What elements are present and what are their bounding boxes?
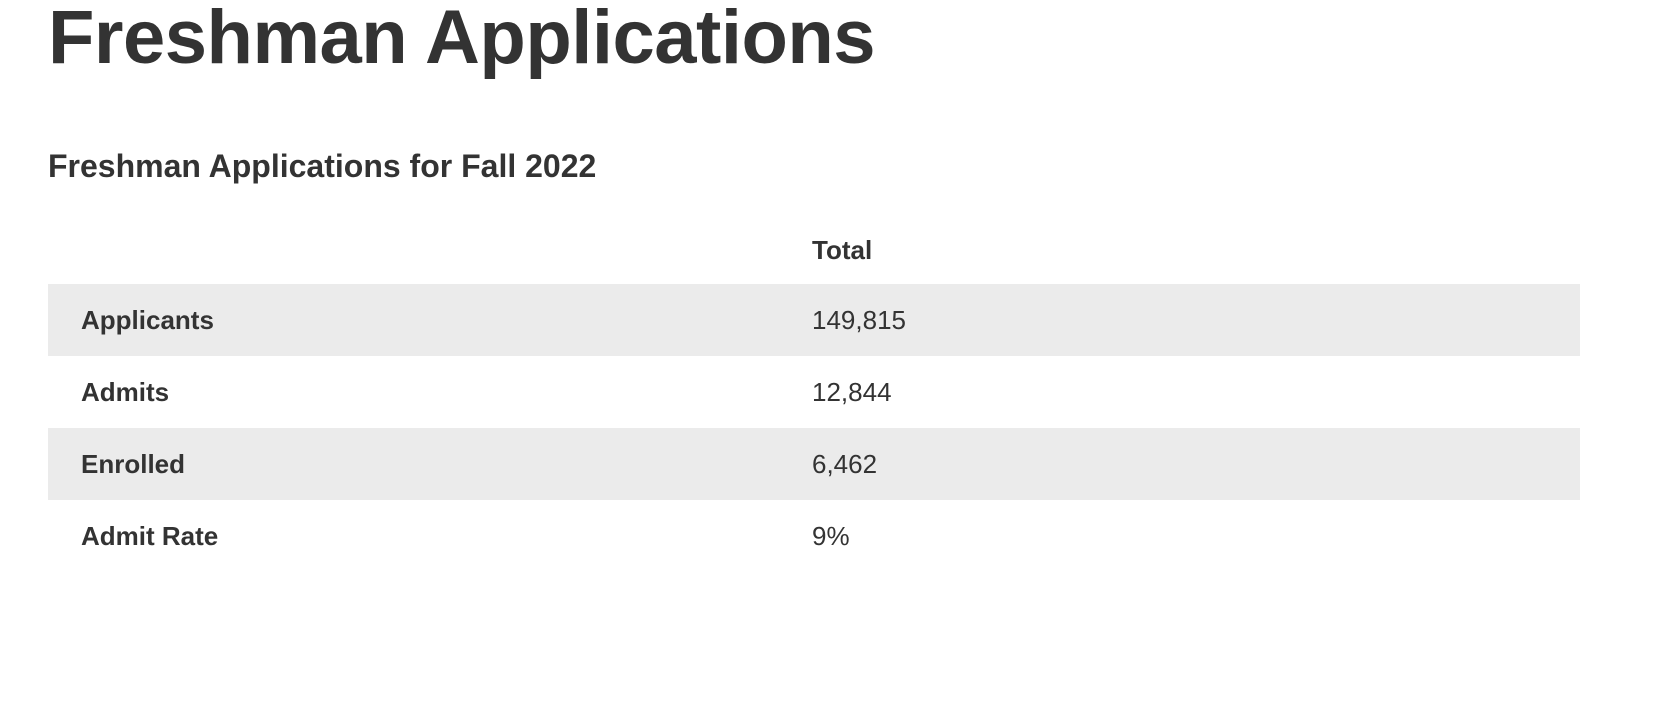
row-label: Applicants: [81, 304, 214, 335]
row-label: Admits: [81, 376, 170, 407]
table-row: Admits 12,844: [48, 356, 1580, 428]
cell-value: 149,815: [812, 304, 906, 335]
header-row: Total: [48, 216, 1580, 284]
cell-value: 9%: [812, 520, 850, 551]
cell-value: 12,844: [812, 376, 892, 407]
cell-value: 6,462: [812, 448, 878, 479]
row-label: Admit Rate: [81, 520, 219, 551]
table-head: Total: [48, 216, 1580, 284]
table-body: Applicants 149,815 Admits 12,844 Enrolled 6,4…: [48, 284, 1580, 572]
data-table: Total Applicants 149,815 Admits 12,844 Enrol…: [48, 216, 1580, 572]
section-title: Freshman Applications for Fall 2022: [48, 148, 597, 184]
column-header: Total: [812, 234, 873, 265]
table-row: Applicants 149,815: [48, 284, 1580, 356]
page-title: Freshman Applications: [48, 0, 876, 80]
row-label: Enrolled: [81, 448, 186, 479]
header-cell: [48, 216, 812, 284]
table-row: Admit Rate 9%: [48, 500, 1580, 572]
table-row: Enrolled 6,462: [48, 428, 1580, 500]
